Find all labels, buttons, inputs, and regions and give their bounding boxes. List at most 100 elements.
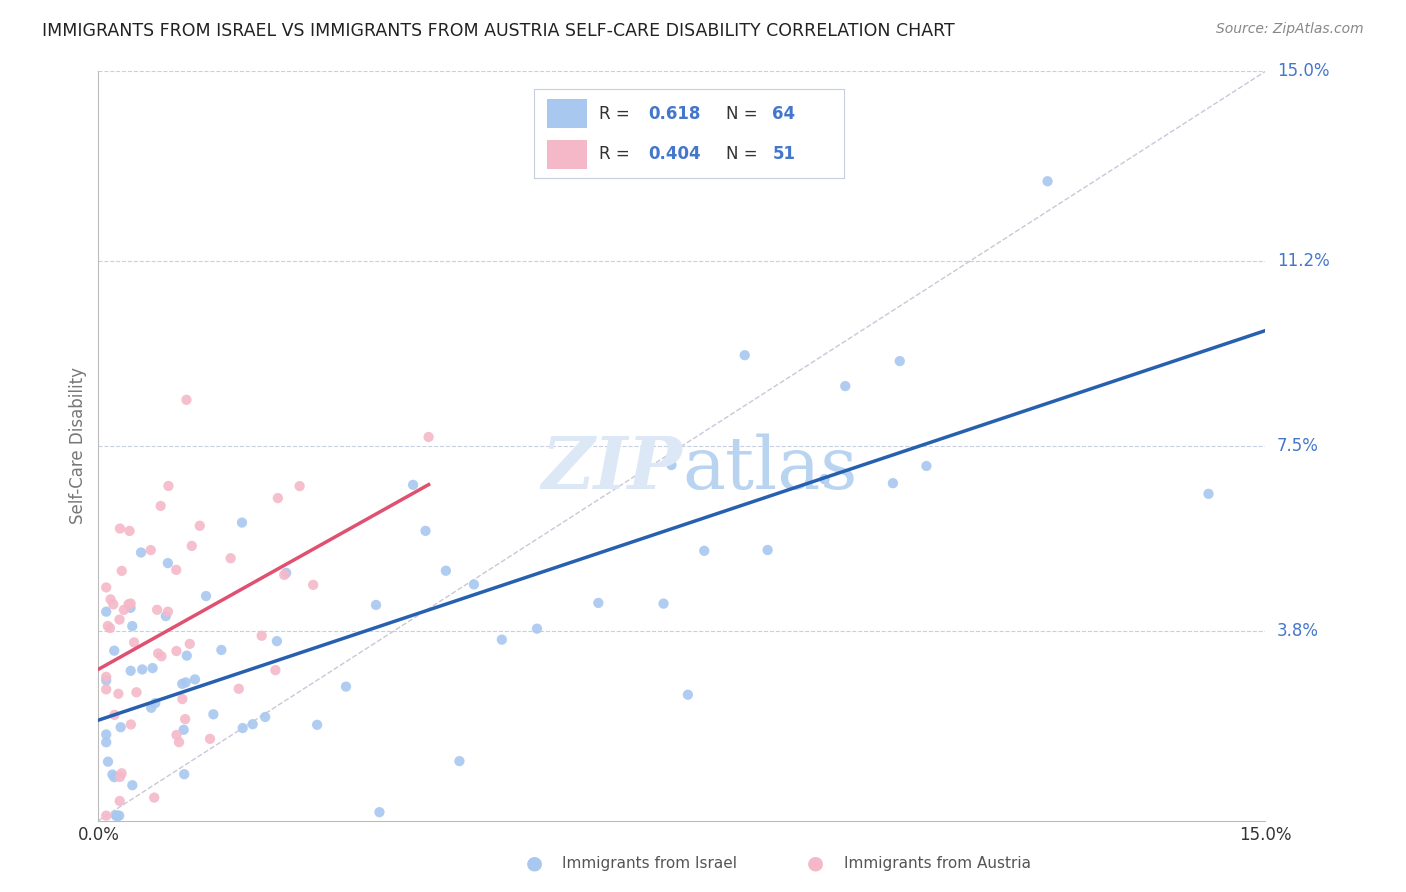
Point bbox=[121, 619, 143, 633]
Point bbox=[335, 680, 357, 694]
Point bbox=[120, 597, 142, 611]
Text: R =: R = bbox=[599, 104, 630, 123]
Point bbox=[209, 643, 232, 657]
Point bbox=[107, 687, 129, 701]
Point bbox=[179, 637, 201, 651]
Point bbox=[434, 564, 457, 578]
Point bbox=[141, 701, 163, 715]
Text: 51: 51 bbox=[772, 145, 796, 163]
Point bbox=[96, 735, 118, 749]
Point bbox=[120, 600, 142, 615]
Point bbox=[219, 551, 242, 566]
Point bbox=[103, 598, 125, 612]
Point bbox=[143, 790, 166, 805]
Point bbox=[173, 723, 195, 737]
Point bbox=[172, 677, 194, 691]
Point bbox=[652, 597, 675, 611]
Point bbox=[188, 518, 211, 533]
Point bbox=[108, 522, 131, 536]
Point bbox=[834, 379, 856, 393]
Point bbox=[156, 556, 179, 570]
Point bbox=[166, 728, 188, 742]
Text: ●: ● bbox=[807, 854, 824, 873]
Point bbox=[661, 458, 683, 472]
Point bbox=[449, 754, 471, 768]
Point bbox=[129, 545, 152, 559]
Point bbox=[173, 767, 195, 781]
Point bbox=[254, 710, 277, 724]
Point bbox=[112, 603, 135, 617]
Bar bbox=[547, 140, 586, 169]
Point bbox=[165, 644, 187, 658]
Point bbox=[195, 589, 218, 603]
Point bbox=[273, 568, 295, 582]
Point bbox=[588, 596, 610, 610]
Point bbox=[122, 635, 145, 649]
Point bbox=[108, 808, 131, 822]
Point bbox=[105, 808, 128, 822]
Text: 0.618: 0.618 bbox=[648, 104, 702, 123]
Point bbox=[813, 472, 835, 486]
Point bbox=[131, 662, 153, 676]
Text: Immigrants from Israel: Immigrants from Israel bbox=[562, 856, 737, 871]
Point bbox=[111, 766, 134, 780]
Point bbox=[288, 479, 311, 493]
Point bbox=[98, 621, 121, 635]
Point bbox=[139, 543, 162, 558]
Text: 11.2%: 11.2% bbox=[1277, 252, 1330, 270]
Text: N =: N = bbox=[725, 145, 758, 163]
Point bbox=[276, 566, 298, 580]
Text: Immigrants from Austria: Immigrants from Austria bbox=[844, 856, 1031, 871]
Point bbox=[146, 647, 169, 661]
Point bbox=[108, 794, 131, 808]
Text: 3.8%: 3.8% bbox=[1277, 622, 1319, 640]
Point bbox=[231, 516, 253, 530]
Point bbox=[108, 613, 131, 627]
Point bbox=[198, 731, 221, 746]
Text: IMMIGRANTS FROM ISRAEL VS IMMIGRANTS FROM AUSTRIA SELF-CARE DISABILITY CORRELATI: IMMIGRANTS FROM ISRAEL VS IMMIGRANTS FRO… bbox=[42, 22, 955, 40]
Text: Source: ZipAtlas.com: Source: ZipAtlas.com bbox=[1216, 22, 1364, 37]
Point bbox=[242, 717, 264, 731]
Point bbox=[117, 597, 139, 611]
Point bbox=[105, 808, 128, 822]
Point bbox=[882, 476, 904, 491]
Point bbox=[96, 605, 118, 619]
Text: 0.404: 0.404 bbox=[648, 145, 702, 163]
Point bbox=[96, 670, 118, 684]
Point bbox=[756, 543, 779, 558]
Point bbox=[118, 524, 141, 538]
Text: ZIP: ZIP bbox=[541, 433, 682, 504]
Point bbox=[180, 539, 202, 553]
Point bbox=[202, 707, 225, 722]
Point bbox=[120, 717, 142, 731]
Point bbox=[155, 609, 177, 624]
Point bbox=[110, 720, 132, 734]
Point bbox=[368, 805, 391, 819]
Text: atlas: atlas bbox=[682, 434, 858, 504]
Text: 64: 64 bbox=[772, 104, 796, 123]
Point bbox=[463, 577, 485, 591]
Point bbox=[165, 563, 187, 577]
Point bbox=[100, 592, 122, 607]
Point bbox=[491, 632, 513, 647]
Point bbox=[1198, 487, 1220, 501]
Point bbox=[96, 727, 118, 741]
Point bbox=[734, 348, 756, 362]
Point bbox=[101, 767, 124, 781]
Text: R =: R = bbox=[599, 145, 630, 163]
Point bbox=[96, 581, 118, 595]
Point bbox=[156, 605, 179, 619]
Point bbox=[120, 664, 142, 678]
Point bbox=[96, 808, 118, 822]
Point bbox=[264, 663, 287, 677]
Point bbox=[143, 696, 166, 710]
Point bbox=[176, 648, 198, 663]
Point bbox=[915, 458, 938, 473]
Point bbox=[103, 770, 125, 784]
Point bbox=[108, 770, 131, 784]
Point bbox=[142, 661, 165, 675]
Point bbox=[415, 524, 437, 538]
Bar bbox=[547, 99, 586, 128]
Point bbox=[1036, 174, 1059, 188]
Text: 15.0%: 15.0% bbox=[1277, 62, 1330, 80]
